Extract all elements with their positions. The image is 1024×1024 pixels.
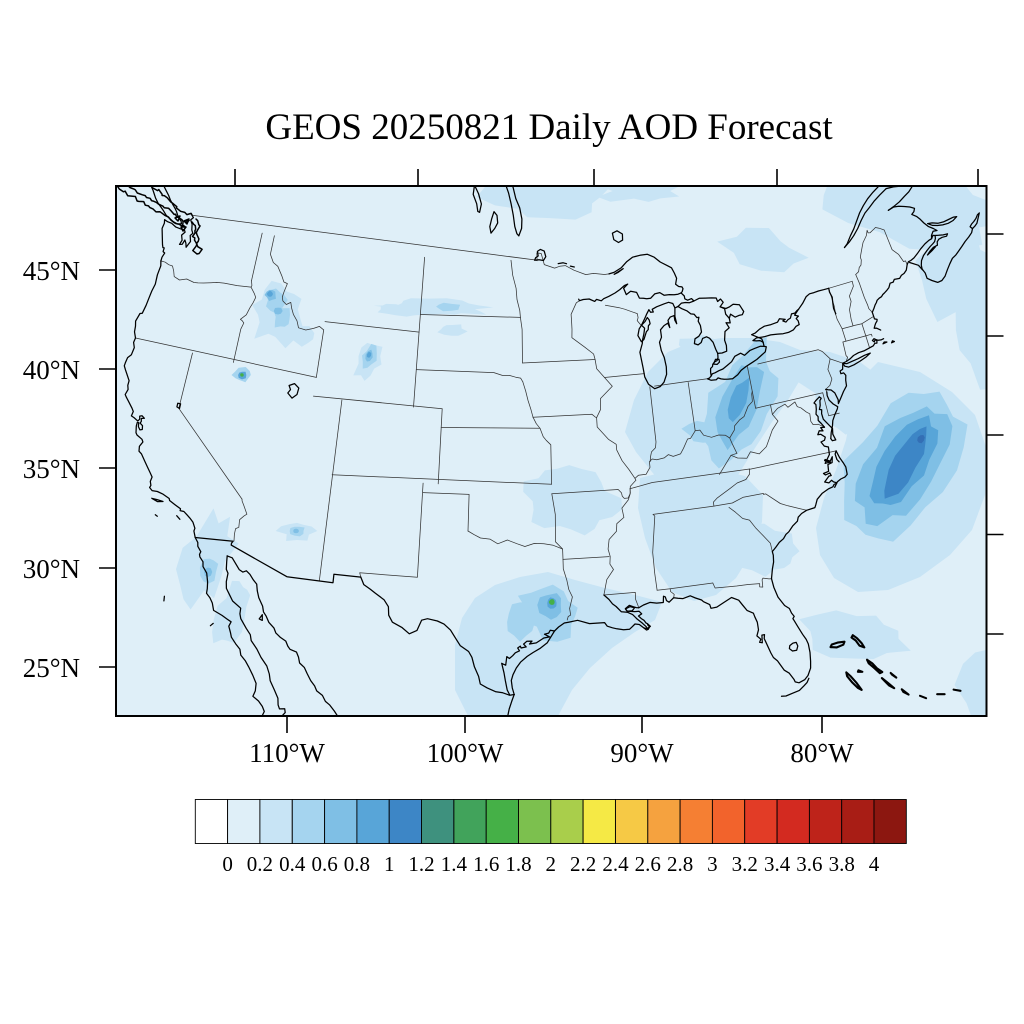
svg-text:0: 0 [222, 852, 233, 876]
svg-text:45°N: 45°N [23, 256, 80, 286]
svg-text:100°W: 100°W [427, 738, 504, 768]
svg-text:1.2: 1.2 [408, 852, 434, 876]
svg-text:2.6: 2.6 [635, 852, 661, 876]
svg-text:2.8: 2.8 [667, 852, 693, 876]
svg-text:90°W: 90°W [610, 738, 674, 768]
svg-text:40°N: 40°N [23, 355, 80, 385]
svg-text:0.4: 0.4 [279, 852, 306, 876]
svg-text:2.4: 2.4 [602, 852, 629, 876]
svg-text:1: 1 [384, 852, 395, 876]
svg-text:30°N: 30°N [23, 554, 80, 584]
svg-text:1.8: 1.8 [505, 852, 531, 876]
svg-text:0.8: 0.8 [344, 852, 370, 876]
svg-text:4: 4 [869, 852, 880, 876]
svg-text:1.6: 1.6 [473, 852, 499, 876]
svg-text:0.6: 0.6 [311, 852, 337, 876]
svg-text:3.4: 3.4 [764, 852, 791, 876]
svg-text:1.4: 1.4 [441, 852, 468, 876]
svg-text:3.8: 3.8 [829, 852, 855, 876]
svg-text:3: 3 [707, 852, 718, 876]
svg-text:80°W: 80°W [790, 738, 854, 768]
svg-text:2.2: 2.2 [570, 852, 596, 876]
svg-text:3.2: 3.2 [732, 852, 758, 876]
svg-text:3.6: 3.6 [796, 852, 822, 876]
svg-text:110°W: 110°W [249, 738, 325, 768]
svg-text:25°N: 25°N [23, 653, 80, 683]
svg-text:GEOS 20250821 Daily AOD Foreca: GEOS 20250821 Daily AOD Forecast [265, 107, 833, 148]
svg-text:0.2: 0.2 [247, 852, 273, 876]
svg-text:2: 2 [546, 852, 557, 876]
svg-text:35°N: 35°N [23, 454, 80, 484]
